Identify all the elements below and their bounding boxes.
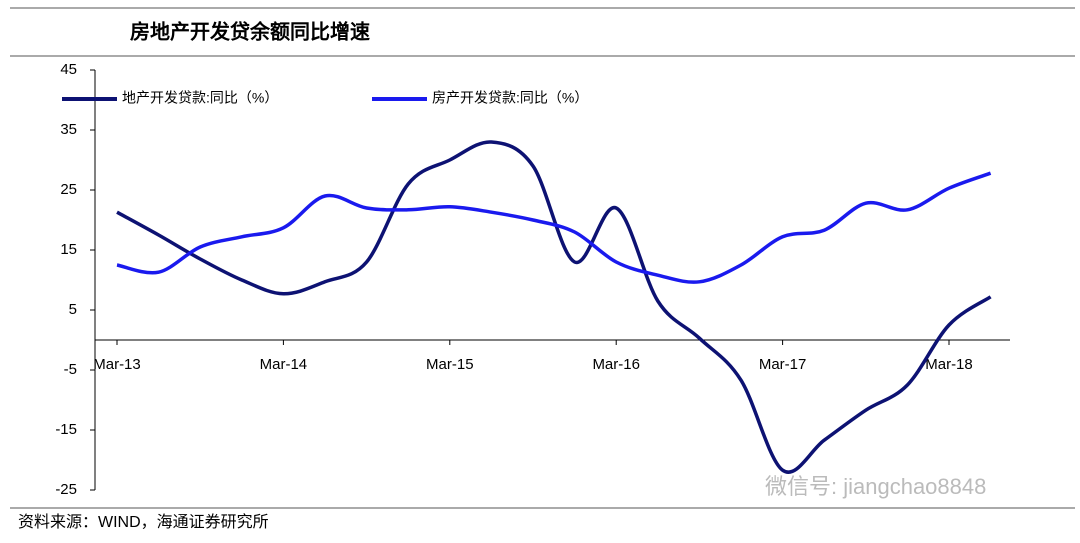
legend-label: 房产开发贷款:同比（%） — [432, 90, 588, 106]
y-tick-label: -25 — [55, 481, 77, 498]
y-tick-label: -5 — [64, 361, 77, 378]
x-tick-label: Mar-16 — [592, 356, 640, 373]
x-tick-label: Mar-13 — [93, 356, 141, 373]
source: 资料来源：WIND，海通证券研究所 — [18, 513, 269, 531]
x-tick-label: Mar-14 — [260, 356, 308, 373]
y-tick-label: 35 — [60, 121, 77, 138]
x-tick-label: Mar-15 — [426, 356, 474, 373]
chart-title: 房地产开发贷余额同比增速 — [130, 20, 370, 44]
y-tick-label: 25 — [60, 181, 77, 198]
series-line — [116, 171, 992, 284]
legend-label: 地产开发贷款:同比（%） — [122, 90, 278, 106]
y-tick-label: -15 — [55, 421, 77, 438]
x-tick-label: Mar-17 — [759, 356, 807, 373]
x-tick-label: Mar-18 — [925, 356, 973, 373]
y-tick-label: 15 — [60, 241, 77, 258]
series-line — [116, 140, 992, 474]
watermark: 微信号: jiangchao8848 — [765, 474, 986, 499]
y-tick-label: 45 — [60, 61, 77, 78]
y-tick-label: 5 — [69, 301, 77, 318]
